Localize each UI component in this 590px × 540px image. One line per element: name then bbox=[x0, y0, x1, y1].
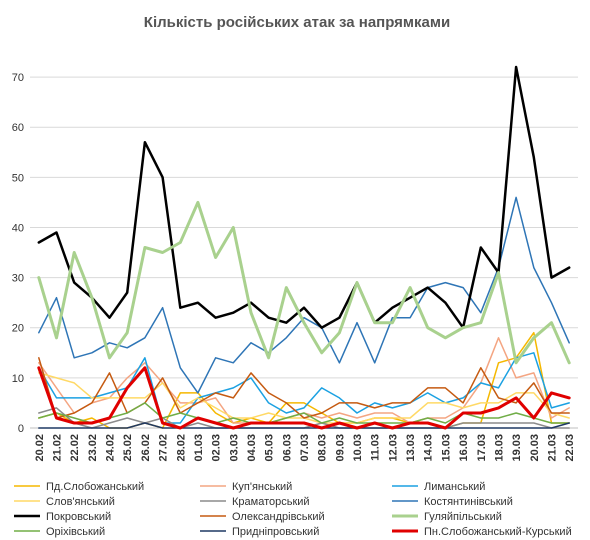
y-tick-label: 50 bbox=[12, 172, 24, 184]
series-line bbox=[37, 65, 571, 329]
legend-label: Пд.Слобожанський bbox=[46, 481, 144, 493]
x-tick-label: 05.03 bbox=[264, 434, 276, 462]
x-tick-label: 26.02 bbox=[140, 434, 152, 462]
legend-label: Куп'янський bbox=[232, 481, 292, 493]
legend-label: Олександрівський bbox=[232, 511, 325, 523]
x-tick-label: 27.02 bbox=[158, 434, 170, 462]
x-tick-label: 01.03 bbox=[193, 434, 205, 462]
x-tick-label: 09.03 bbox=[334, 434, 346, 462]
series-line bbox=[38, 402, 570, 424]
series-lines bbox=[37, 65, 571, 430]
y-tick-label: 40 bbox=[12, 222, 24, 234]
x-tick-label: 20.02 bbox=[34, 434, 46, 462]
legend-label: Костянтинівський bbox=[424, 496, 513, 508]
series-line bbox=[37, 366, 571, 430]
x-tick-label: 16.03 bbox=[458, 434, 470, 462]
y-axis-tick-labels: 0 10 20 30 40 50 60 70 bbox=[12, 72, 24, 435]
x-tick-label: 07.03 bbox=[299, 434, 311, 462]
x-tick-label: 17.03 bbox=[476, 434, 488, 462]
x-tick-label: 25.02 bbox=[122, 434, 134, 462]
x-tick-label: 14.03 bbox=[423, 434, 435, 462]
x-tick-label: 02.03 bbox=[211, 434, 223, 462]
x-tick-label: 22.02 bbox=[69, 434, 81, 462]
x-tick-label: 04.03 bbox=[246, 434, 258, 462]
x-tick-label: 12.03 bbox=[387, 434, 399, 462]
series-line bbox=[38, 196, 570, 394]
x-tick-label: 21.03 bbox=[546, 434, 558, 462]
legend-label: Гуляйпільський bbox=[424, 511, 502, 523]
y-tick-label: 0 bbox=[18, 423, 24, 435]
legend-label: Слов'янський bbox=[46, 496, 115, 508]
y-tick-label: 70 bbox=[12, 72, 24, 84]
x-tick-label: 15.03 bbox=[440, 434, 452, 462]
gridlines bbox=[30, 76, 578, 379]
legend-label: Придніпровський bbox=[232, 526, 319, 538]
legend-label: Оріхівський bbox=[46, 526, 105, 538]
legend-label: Покровський bbox=[46, 511, 111, 523]
x-tick-label: 20.03 bbox=[529, 434, 541, 462]
legend-label: Лиманський bbox=[424, 481, 485, 493]
series-line bbox=[38, 422, 570, 429]
chart-title: Кількість російських атак за напрямками bbox=[144, 14, 450, 31]
x-tick-label: 13.03 bbox=[405, 434, 417, 462]
y-tick-label: 30 bbox=[12, 273, 24, 285]
legend-label: Краматорський bbox=[232, 496, 310, 508]
y-tick-label: 20 bbox=[12, 323, 24, 335]
x-tick-label: 22.03 bbox=[564, 434, 576, 462]
x-tick-label: 23.02 bbox=[87, 434, 99, 462]
x-tick-label: 19.03 bbox=[511, 434, 523, 462]
series-line bbox=[37, 200, 571, 365]
x-tick-label: 24.02 bbox=[105, 434, 117, 462]
x-tick-label: 28.02 bbox=[175, 434, 187, 462]
x-axis-tick-labels: 20.02 21.02 22.02 23.02 24.02 25.02 26.02 27.02… bbox=[34, 434, 576, 462]
legend: Пд.Слобожанський Куп'янський Лиманський Сло… bbox=[14, 481, 572, 538]
x-tick-label: 11.03 bbox=[370, 434, 382, 461]
x-tick-label: 21.02 bbox=[52, 434, 64, 462]
x-tick-label: 18.03 bbox=[493, 434, 505, 462]
x-tick-label: 06.03 bbox=[281, 434, 293, 462]
legend-label: Пн.Слобожанський-Курський bbox=[424, 526, 572, 538]
y-tick-label: 10 bbox=[12, 373, 24, 385]
x-tick-label: 08.03 bbox=[317, 434, 329, 462]
x-tick-label: 03.03 bbox=[228, 434, 240, 462]
y-tick-label: 60 bbox=[12, 122, 24, 134]
x-tick-label: 10.03 bbox=[352, 434, 364, 462]
